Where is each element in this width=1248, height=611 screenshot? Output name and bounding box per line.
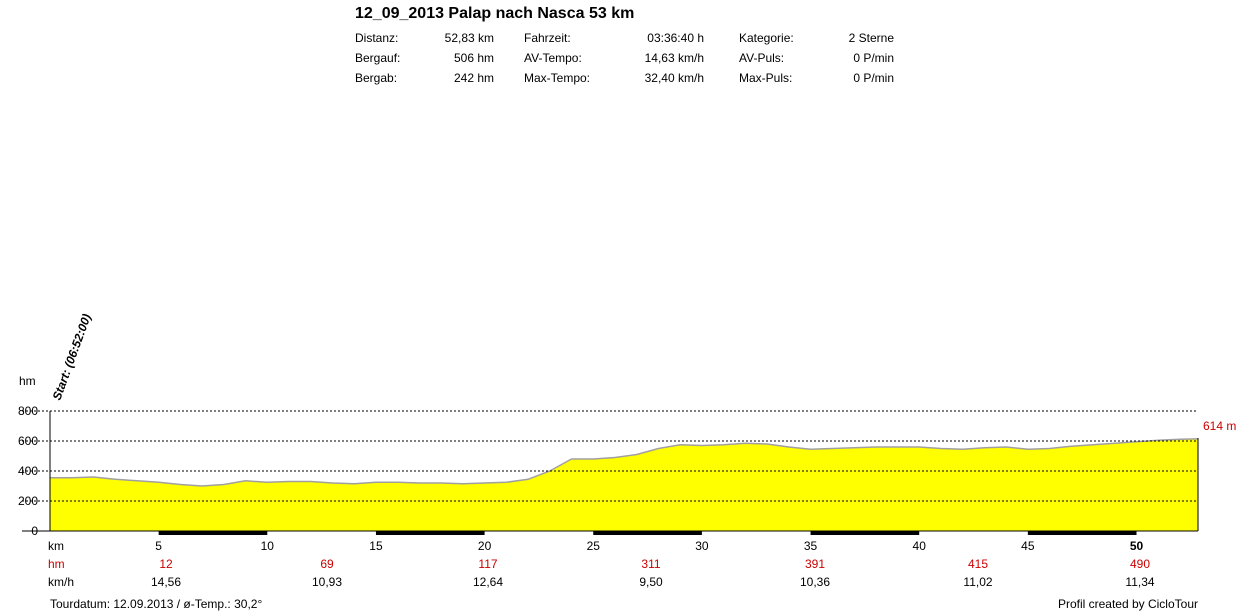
segment-climb-value: 391: [805, 557, 825, 571]
segment-climb-value: 415: [968, 557, 988, 571]
distance-marker-bar: [593, 531, 702, 535]
segment-speed-value: 14,56: [151, 575, 181, 589]
stat-label-av-puls: AV-Puls:: [739, 51, 785, 65]
x-tick-label: 25: [587, 539, 601, 553]
segment-climb-value: 117: [478, 557, 497, 571]
stat-label-max-tempo: Max-Tempo:: [524, 71, 591, 85]
end-elevation-label: 614 m: [1203, 419, 1236, 433]
segment-speed-value: 11,02: [963, 575, 992, 589]
segment-climb-value: 311: [641, 557, 660, 571]
start-time-label: Start: (06:52:00): [50, 312, 94, 402]
stat-value-distanz: 52,83 km: [444, 31, 494, 45]
distance-marker-bar: [1027, 531, 1137, 535]
y-tick-label: 600: [18, 434, 38, 448]
segment-climb-value: 490: [1130, 557, 1150, 571]
stat-value-av-puls: 0 P/min: [853, 51, 894, 65]
chart-title: 12_09_2013 Palap nach Nasca 53 km: [355, 5, 635, 22]
y-tick-label: 200: [18, 494, 38, 508]
stat-label-fahrzeit: Fahrzeit:: [524, 31, 571, 45]
x-tick-label: 10: [261, 539, 275, 553]
elevation-line: [50, 438, 1199, 487]
hm-row-label: hm: [48, 557, 65, 571]
speed-row-label: km/h: [48, 575, 74, 589]
elevation-area: [50, 438, 1198, 531]
segment-speed-value: 11,34: [1125, 575, 1154, 589]
distance-marker-bar: [810, 531, 920, 535]
stat-value-fahrzeit: 03:36:40 h: [647, 31, 704, 45]
stat-value-kategorie: 2 Sterne: [848, 31, 894, 45]
x-tick-label: 50: [1130, 539, 1144, 553]
segment-speed-value: 10,36: [800, 575, 830, 589]
footer-tour-info: Tourdatum: 12.09.2013 / ø-Temp.: 30,2°: [50, 597, 263, 611]
stat-value-av-tempo: 14,63 km/h: [644, 51, 704, 65]
stat-value-max-puls: 0 P/min: [853, 71, 894, 85]
x-tick-label: 45: [1021, 539, 1035, 553]
x-tick-label: 15: [369, 539, 383, 553]
stat-label-bergab: Bergab:: [355, 71, 398, 85]
distance-marker-bar: [375, 531, 485, 535]
x-tick-label: 20: [478, 539, 492, 553]
stat-label-av-tempo: AV-Tempo:: [524, 51, 582, 65]
segment-speed-value: 12,64: [473, 575, 503, 589]
stat-value-bergauf: 506 hm: [453, 51, 494, 65]
segment-climb-value: 12: [159, 557, 173, 571]
stat-value-bergab: 242 hm: [453, 71, 494, 85]
segment-speed-value: 9,50: [639, 575, 663, 589]
x-tick-label: 5: [155, 539, 162, 553]
stat-label-max-puls: Max-Puls:: [739, 71, 793, 85]
footer-credit: Profil created by CicloTour: [1057, 597, 1198, 611]
x-axis-label: km: [48, 539, 64, 553]
x-tick-label: 40: [913, 539, 927, 553]
y-tick-label: 400: [18, 464, 38, 478]
stat-label-distanz: Distanz:: [355, 31, 399, 45]
stat-label-bergauf: Bergauf:: [355, 51, 401, 65]
x-tick-label: 30: [695, 539, 709, 553]
stat-label-kategorie: Kategorie:: [739, 31, 794, 45]
y-axis-label: hm: [19, 374, 36, 388]
distance-marker-bar: [158, 531, 268, 535]
segment-speed-value: 10,93: [312, 575, 342, 589]
stat-value-max-tempo: 32,40 km/h: [644, 71, 704, 85]
segment-climb-value: 69: [320, 557, 334, 571]
x-tick-label: 35: [804, 539, 818, 553]
y-tick-label: 800: [18, 404, 38, 418]
